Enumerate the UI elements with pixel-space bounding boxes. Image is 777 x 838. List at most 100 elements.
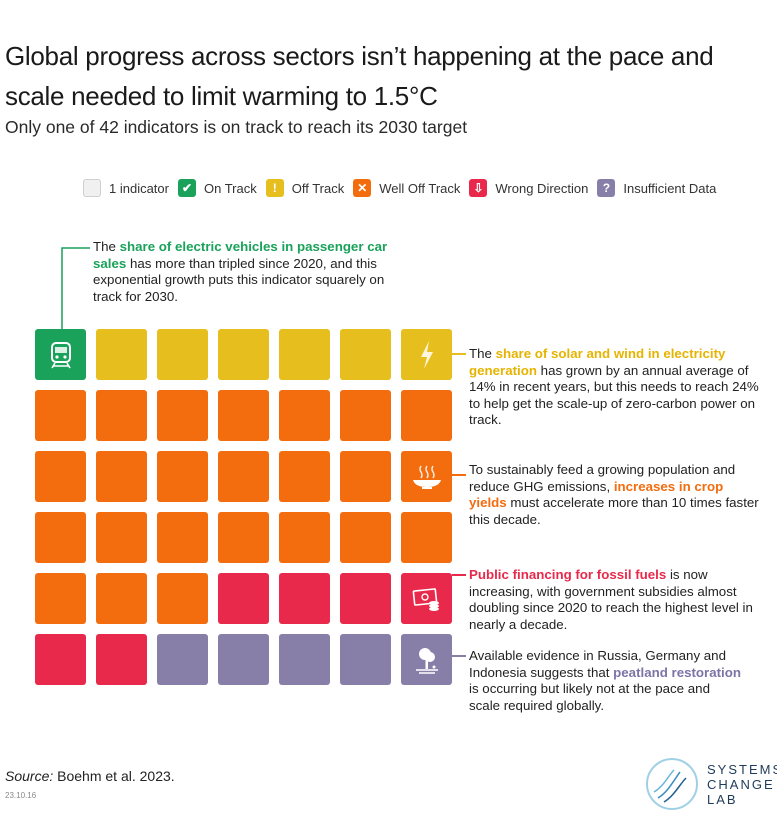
indicator-cell-off-track (401, 329, 452, 380)
ev-connector-line (61, 247, 90, 330)
chart-subtitle: Only one of 42 indicators is on track to… (5, 117, 468, 137)
peat-annotation-pre: Available evidence in Russia, Germany an… (469, 648, 726, 680)
peat-connector-line (452, 655, 466, 657)
ev-annotation-pre: The (93, 239, 120, 254)
fossil-annotation: Public financing for fossil fuels is now… (469, 567, 754, 633)
indicator-cell-off-track (218, 329, 269, 380)
indicator-cell-well-off-track (218, 451, 269, 502)
legend-item: ! Off Track (265, 179, 345, 197)
indicator-cell-well-off-track (340, 451, 391, 502)
fossil-annotation-post: is now increasing, with government subsi… (469, 567, 753, 632)
indicator-cell-well-off-track (35, 512, 86, 563)
legend-item: ? Insufficient Data (597, 179, 716, 197)
legend-label: Insufficient Data (623, 180, 717, 196)
logo-wordmark: SYSTEMS CHANGE LAB (707, 762, 777, 807)
legend-item: ✕ Well Off Track (353, 179, 460, 197)
legend-item: ✔ On Track (177, 179, 257, 197)
indicator-cell-well-off-track (157, 451, 208, 502)
indicator-cell-well-off-track (218, 512, 269, 563)
indicator-cell-well-off-track (157, 573, 208, 624)
solar-annotation-highlight: share of solar and wind in electricity g… (469, 346, 726, 378)
indicator-cell-well-off-track (35, 451, 86, 502)
crop-annotation-highlight: increases in crop yields (469, 478, 724, 511)
legend-swatch-icon: ! (265, 179, 284, 197)
ev-annotation-highlight: share of electric vehicles in passenger … (93, 239, 388, 271)
indicator-cell-well-off-track (35, 573, 86, 624)
indicator-cell-well-off-track (401, 512, 452, 563)
solar-annotation-post: has grown by an annual average of 14% in… (469, 362, 759, 428)
legend-label: Wrong Direction (495, 180, 589, 196)
systems-change-lab-logo-icon (646, 758, 698, 810)
indicator-cell-wrong-direction (218, 573, 269, 624)
source-note: Source: Boehm et al. 2023. (5, 768, 175, 784)
indicator-cell-well-off-track (340, 390, 391, 441)
indicator-cell-well-off-track (96, 451, 147, 502)
train-icon (48, 341, 74, 369)
peat-annotation: Available evidence in Russia, Germany an… (469, 648, 744, 714)
legend-item: 1 indicator (83, 179, 169, 197)
indicator-cell-wrong-direction (35, 634, 86, 685)
legend-label: Off Track (291, 180, 345, 196)
indicator-cell-on-track (35, 329, 86, 380)
legend-swatch-icon: ⇩ (469, 179, 488, 197)
legend-swatch-icon: ✔ (177, 179, 196, 197)
indicator-cell-well-off-track (279, 390, 330, 441)
legend-swatch-icon: ✕ (353, 179, 372, 197)
crop-connector-line (452, 474, 466, 476)
indicator-cell-well-off-track (96, 512, 147, 563)
legend: 1 indicator ✔ On Track! Off Track ✕ Well Off … (83, 177, 725, 199)
logo-line-1: SYSTEMS (707, 762, 777, 777)
legend-swatch-icon (83, 179, 101, 197)
indicator-cell-off-track (279, 329, 330, 380)
logo-line-3: LAB (707, 792, 738, 807)
chart-title: Global progress across sectors isn’t hap… (5, 41, 714, 111)
indicator-cell-well-off-track (340, 512, 391, 563)
indicator-cell-wrong-direction (340, 573, 391, 624)
indicator-cell-insufficient-data (401, 634, 452, 685)
date-code: 23.10.16 (5, 791, 37, 800)
indicator-cell-well-off-track (401, 451, 452, 502)
fossil-annotation-highlight: Public financing for fossil fuels (469, 567, 667, 582)
peat-annotation-post: is occurring but likely not at the pace … (469, 681, 710, 713)
ev-annotation: The share of electric vehicles in passen… (93, 239, 388, 305)
indicator-cell-well-off-track (157, 390, 208, 441)
indicator-cell-well-off-track (96, 573, 147, 624)
indicator-cell-wrong-direction (401, 573, 452, 624)
indicator-cell-off-track (340, 329, 391, 380)
ev-annotation-post: has more than tripled since 2020, and th… (93, 255, 385, 304)
indicator-cell-wrong-direction (96, 634, 147, 685)
crop-annotation-pre: To sustainably feed a growing population… (469, 462, 736, 494)
lightning-icon (418, 340, 436, 370)
indicator-cell-well-off-track (279, 451, 330, 502)
indicator-cell-insufficient-data (218, 634, 269, 685)
crop-annotation-post: must accelerate more than 10 times faste… (469, 495, 759, 527)
indicator-cell-insufficient-data (157, 634, 208, 685)
legend-label: 1 indicator (109, 180, 169, 196)
indicator-grid (35, 329, 452, 685)
peatland-tree-icon (414, 646, 440, 674)
indicator-cell-well-off-track (279, 512, 330, 563)
legend-item: ⇩ Wrong Direction (469, 179, 588, 197)
logo-line-2: CHANGE (707, 777, 775, 792)
solar-connector-line (452, 353, 466, 355)
indicator-cell-well-off-track (96, 390, 147, 441)
indicator-cell-insufficient-data (340, 634, 391, 685)
legend-swatch-icon: ? (597, 179, 616, 197)
indicator-cell-off-track (157, 329, 208, 380)
indicator-cell-well-off-track (401, 390, 452, 441)
legend-label: Well Off Track (379, 180, 461, 196)
legend-label: On Track (203, 180, 257, 196)
source-label: Source: (5, 768, 54, 784)
money-icon (412, 587, 442, 611)
solar-annotation: The share of solar and wind in electrici… (469, 346, 759, 429)
indicator-cell-wrong-direction (279, 573, 330, 624)
indicator-cell-insufficient-data (279, 634, 330, 685)
indicator-cell-well-off-track (218, 390, 269, 441)
food-bowl-icon (411, 464, 443, 490)
indicator-cell-well-off-track (35, 390, 86, 441)
fossil-connector-line (452, 574, 466, 576)
indicator-cell-off-track (96, 329, 147, 380)
solar-annotation-pre: The (469, 346, 496, 361)
crop-annotation: To sustainably feed a growing population… (469, 462, 759, 528)
peat-annotation-highlight: peatland restoration (613, 664, 741, 680)
